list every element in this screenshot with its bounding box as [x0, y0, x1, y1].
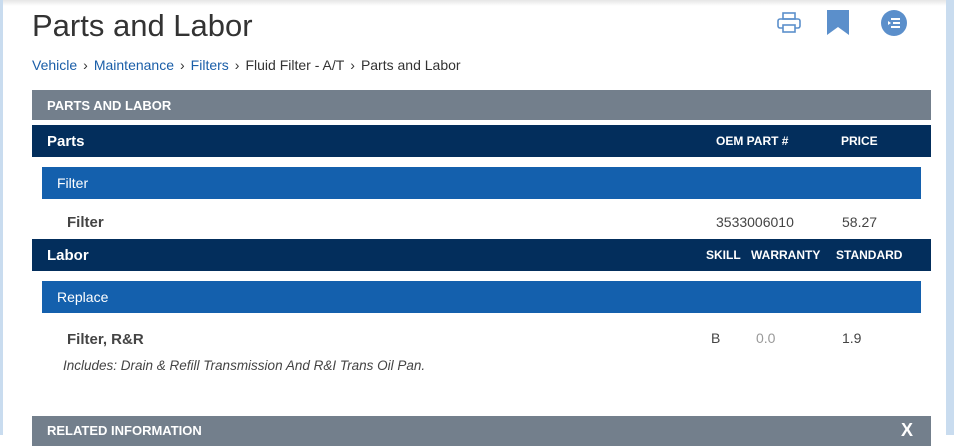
top-shadow	[0, 0, 954, 6]
labor-group: Replace	[42, 281, 921, 313]
breadcrumb-filters[interactable]: Filters	[190, 57, 229, 73]
chevron-right-icon: ›	[350, 57, 355, 73]
col-price: PRICE	[841, 134, 878, 148]
related-header: RELATED INFORMATION	[32, 416, 931, 446]
labor-name: Filter, R&R	[67, 331, 144, 348]
left-edge	[0, 0, 3, 435]
parts-label: Parts	[47, 132, 85, 150]
breadcrumb-current: Parts and Labor	[360, 57, 461, 73]
part-name: Filter	[67, 214, 104, 231]
breadcrumb-fluid-filter: Fluid Filter - A/T	[245, 57, 345, 73]
page-title: Parts and Labor	[32, 8, 253, 43]
labor-header: Labor	[32, 239, 931, 271]
chevron-right-icon: ›	[83, 57, 88, 73]
labor-standard: 1.9	[842, 330, 862, 346]
labor-label: Labor	[47, 246, 89, 264]
part-price: 58.27	[842, 214, 878, 230]
scrollbar[interactable]	[946, 0, 954, 435]
breadcrumb-maintenance[interactable]: Maintenance	[93, 57, 174, 73]
bookmark-icon[interactable]	[827, 10, 849, 36]
chevron-right-icon: ›	[234, 57, 240, 73]
parts-group: Filter	[42, 167, 921, 199]
col-oem: OEM PART #	[716, 134, 789, 148]
labor-warranty: 0.0	[756, 330, 776, 346]
breadcrumb: Vehicle › Maintenance › Filters › Fluid Fil…	[32, 57, 461, 73]
chevron-right-icon: ›	[180, 57, 185, 73]
part-oem: 3533006010	[716, 214, 794, 230]
breadcrumb-vehicle[interactable]: Vehicle	[32, 57, 78, 73]
col-warranty: WARRANTY	[751, 248, 821, 262]
section-header: PARTS AND LABOR	[32, 90, 931, 120]
close-icon[interactable]: X	[901, 420, 914, 440]
labor-group-label: Replace	[57, 289, 109, 305]
parts-header: Parts	[32, 125, 931, 157]
labor-note: Includes: Drain & Refill Transmission An…	[63, 358, 426, 373]
section-header-label: PARTS AND LABOR	[47, 97, 172, 113]
related-label: RELATED INFORMATION	[47, 423, 202, 438]
parts-group-label: Filter	[57, 175, 89, 191]
col-standard: STANDARD	[836, 248, 903, 262]
print-icon[interactable]	[777, 12, 801, 34]
col-skill: SKILL	[706, 248, 741, 262]
toc-icon[interactable]	[880, 9, 908, 37]
labor-skill: B	[711, 330, 721, 346]
